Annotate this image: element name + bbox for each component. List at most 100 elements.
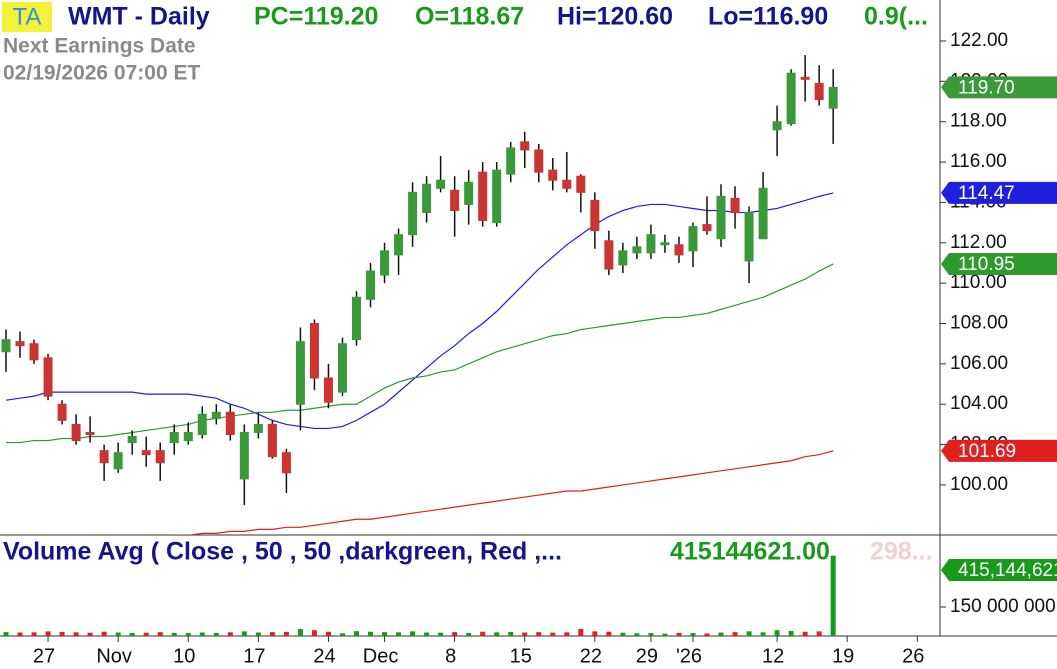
volume-bar [774, 630, 780, 636]
volume-bar [368, 631, 374, 636]
candle-body [99, 450, 109, 464]
candle-body [520, 141, 530, 151]
x-tick-label: 10 [173, 645, 195, 667]
candle-body [43, 357, 53, 397]
candle-body [716, 195, 726, 240]
volume-bar [452, 632, 458, 636]
header-stat: Hi=120.60 [557, 3, 673, 31]
volume-bar [788, 630, 794, 636]
volume-bar [283, 631, 289, 636]
volume-bar [382, 632, 388, 636]
x-tick-label: 29 [636, 645, 658, 667]
candle-body [253, 423, 263, 433]
last-close-label: 119.70 [958, 77, 1015, 98]
volume-bar [255, 632, 261, 636]
candle-body [618, 250, 628, 266]
volume-bar [73, 632, 79, 636]
volume-bar [746, 631, 752, 636]
candle-body [758, 187, 768, 240]
volume-bar [213, 632, 219, 636]
volume-bar [732, 632, 738, 636]
candle-body [744, 212, 754, 262]
subtitle: 02/19/2026 07:00 ET [3, 62, 200, 85]
x-tick-label: 24 [313, 645, 335, 667]
volume-bar [185, 633, 191, 636]
candle-body [337, 343, 347, 393]
candle-body [590, 199, 600, 232]
volume-bar [199, 632, 205, 636]
candle-body [450, 189, 460, 211]
header-stat: O=118.67 [415, 3, 524, 31]
volume-bar [45, 631, 51, 636]
last-value-label: 110.95 [958, 254, 1015, 275]
candle-body [113, 452, 123, 470]
y-tick-label: 118.00 [950, 111, 1007, 132]
candle-body [674, 244, 684, 256]
volume-bar [17, 632, 23, 636]
candle-body [394, 234, 404, 256]
x-tick-label: 26 [902, 645, 924, 667]
volume-bar [830, 555, 836, 636]
volume-bar [241, 631, 247, 636]
volume-bar [87, 632, 93, 636]
candle-body [646, 234, 656, 254]
volume-bar [31, 632, 37, 636]
candle-body [281, 452, 291, 474]
candle-body [464, 181, 474, 205]
volume-bar [466, 632, 472, 636]
last-value-label-box [941, 439, 1057, 462]
x-tick-label: 22 [580, 645, 602, 667]
candle-body [352, 296, 361, 341]
candle-body [183, 431, 193, 442]
moving-average-line [5, 192, 834, 430]
moving-average-line [174, 450, 834, 535]
last-value-label: 114.47 [958, 183, 1015, 204]
volume-faded-value: 298... [870, 538, 933, 566]
volume-bar [648, 633, 654, 636]
candle-body [576, 175, 586, 193]
y-tick-label: 116.00 [950, 151, 1007, 172]
x-tick-label: 17 [243, 645, 265, 667]
candle-body [197, 413, 207, 435]
volume-bar [354, 631, 359, 636]
volume-bar [115, 632, 121, 636]
volume-bar [508, 631, 514, 636]
volume-bar [634, 633, 640, 636]
badge: TA [13, 3, 42, 30]
volume-bar [662, 633, 668, 636]
volume-bar [676, 632, 682, 636]
volume-bar [3, 632, 9, 636]
volume-bar [802, 631, 808, 636]
last-value-label-box [941, 252, 1057, 275]
volume-bar [325, 631, 331, 636]
volume-bar [101, 631, 107, 636]
chart-title: WMT - Daily [68, 3, 210, 31]
volume-bar [424, 632, 430, 636]
candle-body [295, 341, 305, 405]
last-value-label-box [941, 181, 1057, 204]
candle-body [702, 224, 712, 232]
volume-bar [438, 632, 444, 636]
candle-body [604, 240, 614, 270]
x-tick-label: Nov [96, 645, 132, 667]
volume-bar [494, 632, 500, 636]
candle-body [408, 191, 418, 236]
y-tick-label: 100.00 [950, 474, 1008, 495]
volume-bar [704, 633, 710, 636]
y-tick-label: 150 000 000 [950, 596, 1056, 617]
candle-body [436, 179, 446, 189]
volume-bar [760, 632, 766, 636]
candle-body [57, 403, 67, 421]
candle-body [800, 76, 810, 80]
candle-body [15, 341, 25, 347]
badge-box [2, 2, 52, 32]
candle-body [660, 242, 670, 246]
candle-body [169, 431, 179, 444]
candle-body [730, 197, 740, 214]
volume-value-label-box [941, 559, 1057, 581]
candle-body [772, 121, 782, 131]
volume-bar [143, 632, 149, 636]
volume-bar [396, 632, 402, 636]
